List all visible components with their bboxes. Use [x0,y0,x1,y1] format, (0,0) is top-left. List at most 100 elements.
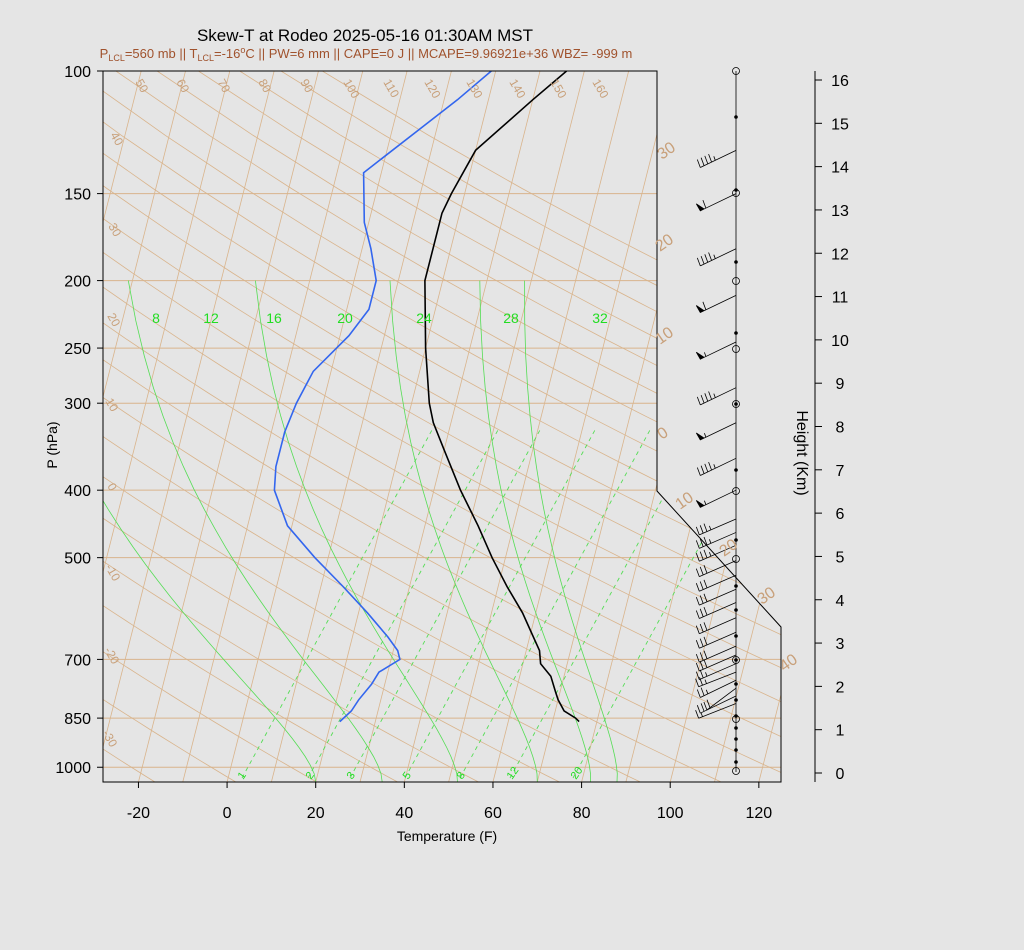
p-tick-label: 1000 [55,760,91,777]
p-tick-label: 700 [64,652,91,669]
wind-barb [695,422,737,441]
dry-adiabat [103,71,781,782]
level-circle [732,345,740,353]
dry-adiabat [198,71,781,782]
level-dot [734,331,738,335]
x-tick-label: 20 [307,805,325,822]
isotherm-line [315,71,713,782]
wind-barb [695,588,737,606]
p-tick-label: 400 [64,483,91,500]
level-dot [734,714,738,718]
isotherm-label: 120 [421,77,443,102]
dry-adiabat [103,71,722,782]
wind-barb [703,687,737,711]
level-dot [734,698,738,702]
level-dot [734,737,738,741]
wind-barb [695,663,737,680]
moist-adiabat [255,280,458,782]
dry-adiabat [0,71,74,782]
height-tick-label: 3 [836,636,845,653]
temperature-line [424,71,580,723]
dry-adiabat [103,71,781,782]
moist-adiabat [127,280,383,782]
profile-lines [273,71,580,723]
mixing-ratio-label-bottom: 8 [455,770,468,782]
level-dot [734,538,738,542]
wind-barb [695,631,737,649]
level-circle [732,277,740,285]
wind-barb [695,294,737,314]
height-tick-label: 7 [836,463,845,480]
wind-barb [695,489,737,508]
dry-adiabat [103,71,641,782]
wind-barbs [695,67,740,775]
mixing-ratio-line [459,429,651,779]
isotherm-label: 50 [132,77,151,96]
moist-adiabat [103,280,317,782]
level-dot [734,634,738,638]
height-tick-label: 6 [836,506,845,523]
mixing-ratio-label: 8 [152,310,160,326]
dry-adiabat [103,71,781,782]
isotherm-line [581,71,781,782]
wind-barb [695,602,737,619]
isotherm-label: 140 [506,77,528,102]
isotherm-label: 30 [105,221,124,240]
isotherm-line [625,71,781,782]
subtitle-t-value: =-16 [214,46,240,61]
p-tick-label: 200 [64,274,91,291]
dry-adiabat [103,71,237,782]
isotherm-label: -20 [101,645,122,667]
isotherm-line [359,71,757,782]
isotherm-label: 160 [589,77,611,102]
isotherm-line [492,71,781,782]
dry-adiabat [103,71,781,782]
p-tick-label: 850 [64,711,91,728]
dry-adiabat [103,71,781,782]
adiabat-label: 10 [653,324,677,348]
wind-barb [695,193,737,212]
mixing-ratio-line [349,429,541,779]
isotherm-line [103,71,314,782]
x-tick-label: -20 [127,805,150,822]
dry-adiabat [115,71,781,782]
subtitle-p: P [100,46,109,61]
adiabat-label: 30 [755,584,779,608]
wind-barb [695,560,737,577]
level-circle [732,656,740,664]
isotherm-label: 0 [104,481,120,494]
dry-adiabat [103,71,781,782]
isotherm-label: 20 [104,311,123,330]
p-tick-label: 150 [64,187,91,204]
level-circle [732,189,740,197]
mixing-ratio-label-bottom: 20 [569,765,586,782]
adiabat-label: 20 [653,231,677,255]
isotherm-label: 130 [463,77,485,102]
wind-barb [695,654,737,672]
height-tick-label: 8 [836,420,845,437]
isotherm-line [403,71,781,782]
isotherm-label: 40 [107,130,126,149]
level-dot [734,682,738,686]
height-tick-label: 10 [831,333,849,350]
level-dot [734,658,738,662]
height-tick-label: 0 [836,766,845,783]
height-tick-label: 14 [831,160,849,177]
isotherm-label: 90 [297,77,316,96]
subtitle-t-sub: LCL [197,53,214,63]
mixing-ratio-label-bottom: 2 [304,770,317,782]
wind-barb [695,574,737,592]
isotherm-label: 60 [173,77,192,96]
mixing-ratio-label: 20 [337,310,353,326]
dewpoint-line [273,71,492,723]
isotherm-line [892,0,1024,782]
moist-adiabat [389,280,538,782]
adiabat-label: 40 [777,651,801,675]
level-dot [734,726,738,730]
isotherm-line [714,71,781,782]
adiabat-label: 10 [673,489,697,513]
level-dot [734,468,738,472]
wind-barb [695,544,737,562]
x-tick-label: 100 [657,805,684,822]
